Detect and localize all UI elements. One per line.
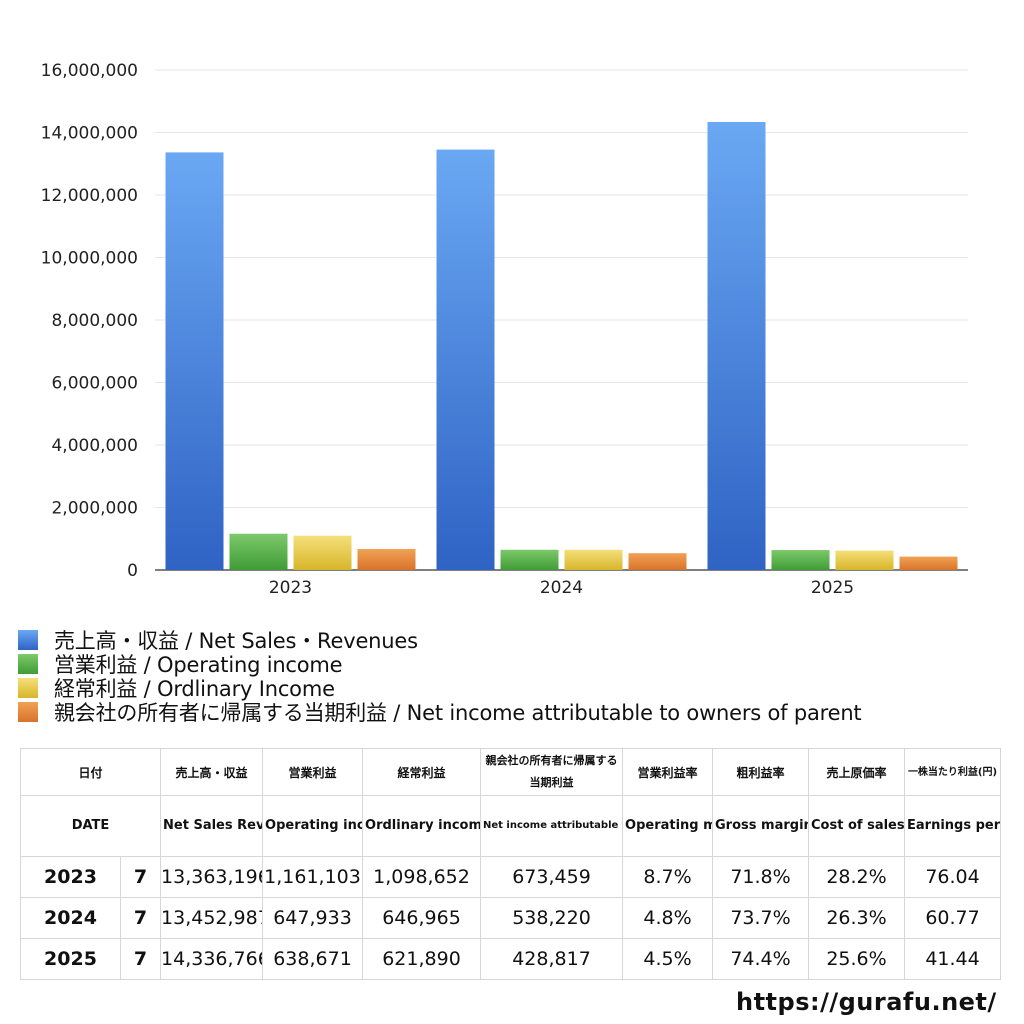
x-tick-label: 2023 — [269, 578, 312, 598]
header-cost-ratio-jp: 売上原価率 — [808, 748, 906, 796]
row-operating: 1,161,103 — [262, 856, 364, 898]
header-date-en: DATE — [19, 795, 162, 857]
row-net-income: 538,220 — [480, 897, 624, 939]
header-date-jp: 日付 — [19, 748, 162, 796]
row-ordinary: 621,890 — [362, 938, 482, 980]
bar-2025-series-1 — [771, 550, 830, 570]
row-ordinary: 646,965 — [362, 897, 482, 939]
table-row: 2025 7 14,336,766 638,671 621,890 428,81… — [20, 938, 1002, 980]
y-tick-label: 14,000,000 — [41, 124, 138, 144]
legend-label-net-income: 親会社の所有者に帰属する当期利益 / Net income attributab… — [54, 701, 862, 725]
row-op-margin: 8.7% — [622, 856, 714, 898]
row-op-margin: 4.5% — [622, 938, 714, 980]
row-year: 2025 — [20, 938, 121, 980]
row-month: 7 — [119, 856, 162, 898]
bar-2023-series-1 — [229, 533, 288, 570]
row-year: 2024 — [20, 897, 121, 939]
row-eps: 60.77 — [904, 897, 1002, 939]
y-tick-label: 0 — [127, 561, 138, 581]
bar-2024-series-0 — [436, 149, 495, 570]
header-ordinary-en: Ordlinary income — [362, 795, 482, 857]
legend-label-sales: 売上高・収益 / Net Sales・Revenues — [54, 629, 418, 653]
bar-2023-series-2 — [293, 535, 352, 570]
legend-label-ordinary: 経常利益 / Ordlinary Income — [54, 677, 335, 701]
row-gross-margin: 71.8% — [712, 856, 810, 898]
table-row: 2023 7 13,363,196 1,161,103 1,098,652 67… — [20, 856, 1002, 898]
legend-item-sales: 売上高・収益 / Net Sales・Revenues — [18, 628, 1018, 653]
row-sales: 13,363,196 — [160, 856, 264, 898]
bar-2024-series-3 — [628, 553, 687, 570]
bar-2024-series-1 — [500, 549, 559, 570]
row-operating: 647,933 — [262, 897, 364, 939]
chart-svg: 0 2,000,000 4,000,000 6,000,000 8,000,000 10,… — [41, 61, 968, 598]
chart-legend: 売上高・収益 / Net Sales・Revenues 営業利益 / Opera… — [18, 628, 1018, 725]
header-gross-margin-jp: 粗利益率 — [712, 748, 810, 796]
header-sales-en: Net Sales Revenues — [160, 795, 264, 857]
header-operating-jp: 営業利益 — [262, 748, 364, 796]
x-tick-label: 2024 — [540, 578, 583, 598]
y-tick-label: 8,000,000 — [51, 311, 138, 331]
bar-2025-series-2 — [835, 550, 894, 570]
row-op-margin: 4.8% — [622, 897, 714, 939]
row-eps: 76.04 — [904, 856, 1002, 898]
legend-item-operating: 営業利益 / Operating income — [18, 652, 1018, 677]
bar-2023-series-3 — [357, 548, 416, 570]
legend-item-ordinary: 経常利益 / Ordlinary Income — [18, 676, 1018, 701]
row-sales: 14,336,766 — [160, 938, 264, 980]
x-tick-label: 2025 — [811, 578, 854, 598]
table-header-en: DATE Net Sales Revenues Operating income… — [19, 795, 1002, 857]
y-tick-label: 2,000,000 — [51, 499, 138, 519]
row-gross-margin: 73.7% — [712, 897, 810, 939]
legend-swatch-operating — [18, 654, 38, 674]
row-year: 2023 — [20, 856, 121, 898]
row-month: 7 — [119, 897, 162, 939]
bar-2023-series-0 — [165, 152, 224, 570]
site-url[interactable]: https://gurafu.net/ — [736, 988, 997, 1016]
header-eps-jp: 一株当たり利益(円) — [904, 748, 1002, 796]
row-ordinary: 1,098,652 — [362, 856, 482, 898]
row-sales: 13,452,987 — [160, 897, 264, 939]
legend-item-net-income: 親会社の所有者に帰属する当期利益 / Net income attributab… — [18, 700, 1018, 725]
header-cost-ratio-en: Cost of sales ratio — [808, 795, 906, 857]
header-net-income-en: Net income attributable to owners of par… — [480, 795, 624, 857]
row-operating: 638,671 — [262, 938, 364, 980]
row-month: 7 — [119, 938, 162, 980]
bar-2025-series-3 — [899, 556, 958, 570]
legend-swatch-ordinary — [18, 678, 38, 698]
row-gross-margin: 74.4% — [712, 938, 810, 980]
header-operating-en: Operating income — [262, 795, 364, 857]
header-ordinary-jp: 経常利益 — [362, 748, 482, 796]
header-gross-margin-en: Gross margin — [712, 795, 810, 857]
y-tick-label: 10,000,000 — [41, 249, 138, 269]
legend-swatch-net-income — [18, 702, 38, 722]
y-tick-label: 12,000,000 — [41, 186, 138, 206]
y-tick-label: 4,000,000 — [51, 436, 138, 456]
row-cost-ratio: 25.6% — [808, 938, 906, 980]
table-header-jp: 日付 売上高・収益 営業利益 経常利益 親会社の所有者に帰属する当期利益 営業利… — [19, 748, 1002, 796]
row-net-income: 428,817 — [480, 938, 624, 980]
row-cost-ratio: 26.3% — [808, 897, 906, 939]
bar-2024-series-2 — [564, 549, 623, 570]
header-op-margin-en: Operating margin ratio — [622, 795, 714, 857]
header-net-income-jp: 親会社の所有者に帰属する当期利益 — [480, 748, 624, 796]
row-cost-ratio: 28.2% — [808, 856, 906, 898]
legend-swatch-sales — [18, 630, 38, 650]
legend-label-operating: 営業利益 / Operating income — [54, 653, 343, 677]
financial-table: 日付 売上高・収益 営業利益 経常利益 親会社の所有者に帰属する当期利益 営業利… — [19, 748, 1002, 980]
header-sales-jp: 売上高・収益 — [160, 748, 264, 796]
y-tick-label: 16,000,000 — [41, 61, 138, 81]
row-eps: 41.44 — [904, 938, 1002, 980]
bar-2025-series-0 — [707, 121, 766, 570]
bar-chart: 0 2,000,000 4,000,000 6,000,000 8,000,000 10,… — [41, 61, 968, 598]
header-op-margin-jp: 営業利益率 — [622, 748, 714, 796]
y-tick-label: 6,000,000 — [51, 374, 138, 394]
table-row: 2024 7 13,452,987 647,933 646,965 538,22… — [20, 897, 1002, 939]
header-eps-en: Earnings per share — [904, 795, 1002, 857]
row-net-income: 673,459 — [480, 856, 624, 898]
